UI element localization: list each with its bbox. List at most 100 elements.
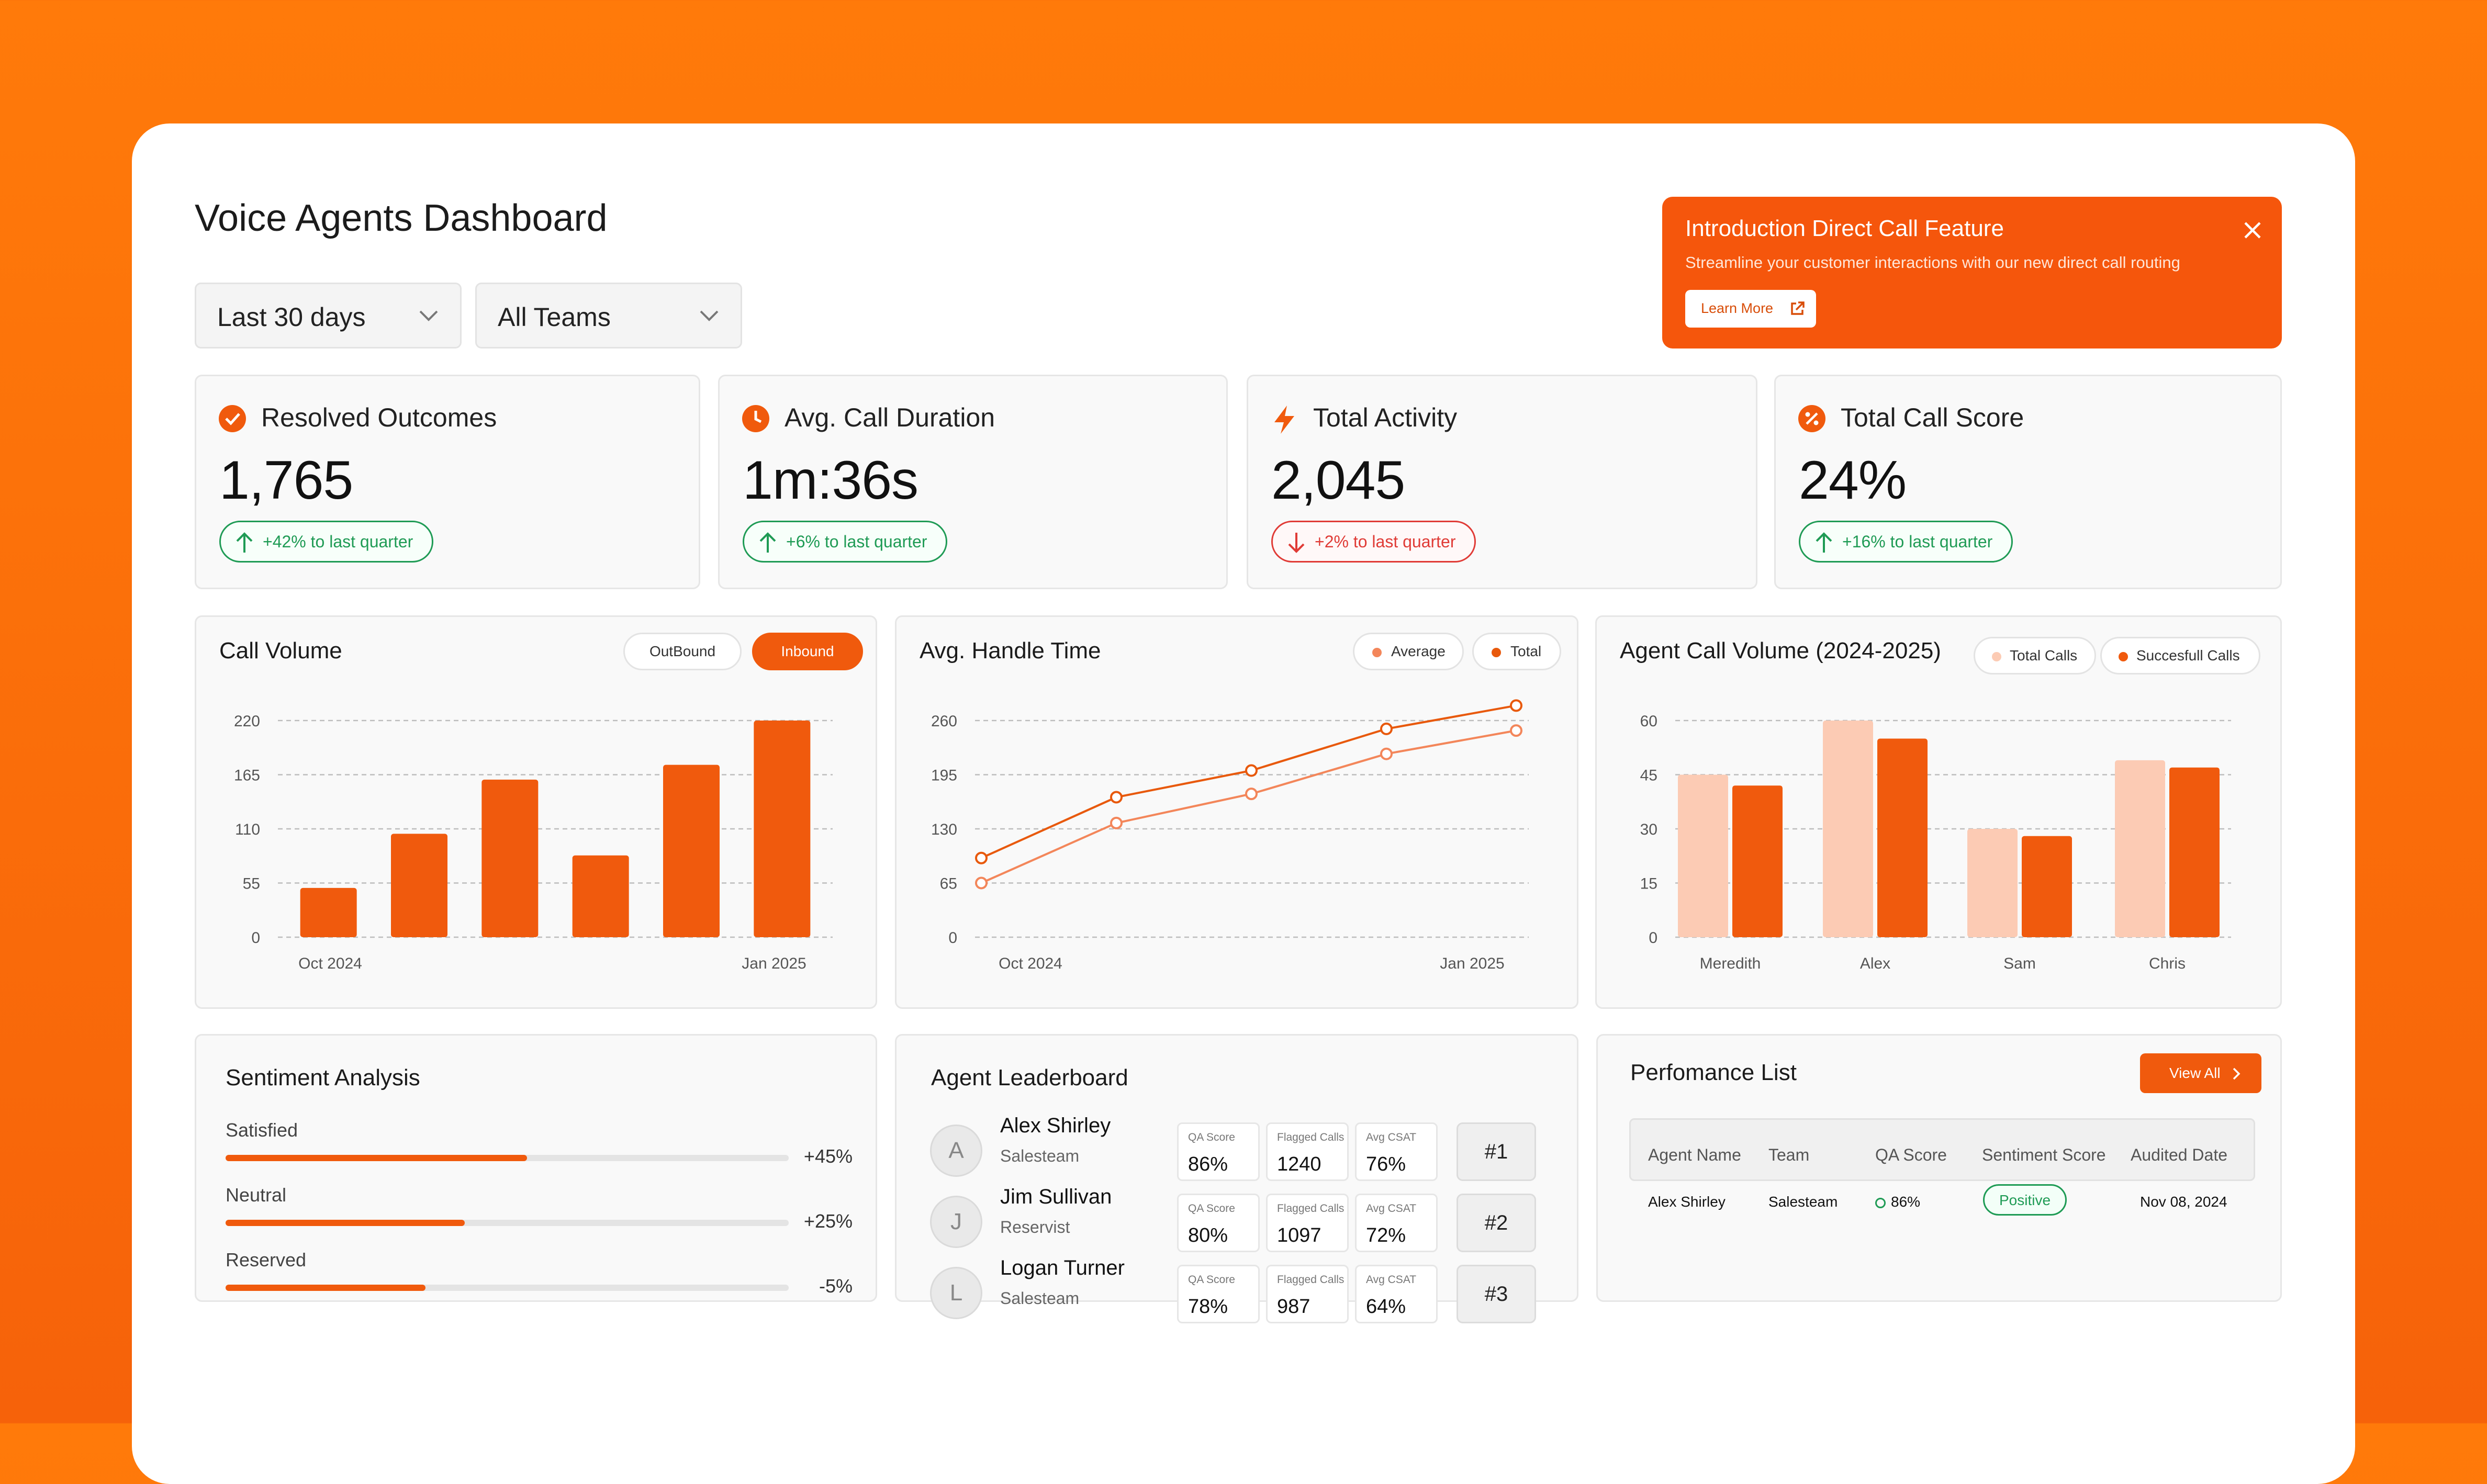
agent-name[interactable]: Jim Sullivan [1000, 1185, 1112, 1208]
flagged-calls-stat: Flagged Calls 987 [1266, 1265, 1349, 1323]
data-point [1245, 764, 1258, 777]
sentiment-bar-neutral [226, 1220, 789, 1226]
clock-icon [742, 405, 769, 432]
y-tick-label: 0 [1649, 929, 1657, 947]
data-point [1110, 791, 1123, 804]
kpi-value: 24% [1799, 450, 1907, 511]
column-header[interactable]: Audited Date [2131, 1145, 2228, 1164]
stat-value: 1240 [1277, 1153, 1321, 1175]
legend-total-calls[interactable]: Total Calls [1974, 637, 2096, 674]
performance-title: Perfomance List [1630, 1060, 1797, 1085]
call-volume-card: Call Volume OutBound Inbound 0 55 110 165 22… [195, 615, 877, 1009]
y-tick-label: 0 [251, 929, 260, 947]
cell-team: Salesteam [1768, 1194, 1838, 1210]
stat-value: 80% [1188, 1224, 1228, 1246]
date-range-value: Last 30 days [217, 302, 366, 332]
kpi-title: Total Call Score [1841, 403, 2024, 432]
data-point [1380, 747, 1393, 760]
legend-successful-calls[interactable]: Succesfull Calls [2100, 637, 2260, 674]
bar [2169, 767, 2220, 937]
stat-label: Avg CSAT [1366, 1131, 1417, 1143]
y-tick-label: 30 [1640, 821, 1657, 838]
percent-icon [1798, 405, 1825, 432]
series-line [981, 729, 1517, 884]
bar [1967, 829, 2018, 937]
kpi-card-avg-call-duration: Avg. Call Duration 1m:36s +6% to last qu… [718, 375, 1228, 589]
close-icon[interactable] [2243, 221, 2262, 240]
sentiment-title: Sentiment Analysis [226, 1065, 420, 1090]
legend-total[interactable]: Total [1472, 633, 1561, 670]
stat-label: Avg CSAT [1366, 1202, 1417, 1215]
x-tick-label: Chris [2149, 955, 2186, 972]
bar [1678, 774, 1728, 937]
stat-value: 1097 [1277, 1224, 1321, 1246]
bar [1823, 721, 1873, 937]
y-tick-label: 165 [234, 767, 260, 784]
kpi-change-text: +42% to last quarter [263, 532, 413, 551]
stat-value: 78% [1188, 1296, 1228, 1318]
team-select[interactable]: All Teams [475, 283, 742, 348]
arrow-down-icon [1288, 533, 1305, 553]
y-tick-label: 110 [235, 821, 260, 838]
outbound-toggle[interactable]: OutBound [623, 633, 742, 670]
y-tick-label: 55 [243, 875, 260, 893]
stat-label: QA Score [1188, 1131, 1235, 1143]
column-header[interactable]: Sentiment Score [1982, 1145, 2106, 1164]
view-all-button[interactable]: View All [2140, 1053, 2261, 1093]
x-tick-label: Oct 2024 [298, 955, 362, 972]
inbound-toggle[interactable]: Inbound [752, 633, 863, 670]
series-line [981, 704, 1517, 859]
kpi-value: 1m:36s [743, 450, 918, 511]
arrow-up-icon [1816, 532, 1832, 553]
call-volume-title: Call Volume [219, 638, 342, 664]
agent-name[interactable]: Logan Turner [1000, 1256, 1125, 1279]
stat-value: 86% [1188, 1153, 1228, 1175]
cell-agent-name[interactable]: Alex Shirley [1648, 1194, 1726, 1210]
data-point [1110, 816, 1123, 829]
stat-value: 987 [1277, 1296, 1310, 1318]
bar [2115, 760, 2165, 937]
y-tick-label: 60 [1640, 713, 1657, 730]
agent-team: Reservist [1000, 1218, 1070, 1236]
bar [1732, 785, 1783, 937]
handle-time-card: Avg. Handle Time Average Total 0 65 130 195… [895, 615, 1578, 1009]
learn-more-button[interactable]: Learn More [1685, 290, 1816, 328]
kpi-title: Resolved Outcomes [261, 403, 497, 432]
kpi-change-badge: +2% to last quarter [1271, 521, 1476, 563]
sentiment-fill [226, 1285, 425, 1291]
sentiment-bar-reserved [226, 1285, 789, 1291]
chevron-down-icon [700, 310, 719, 321]
avg-csat-stat: Avg CSAT 76% [1355, 1122, 1438, 1181]
flagged-calls-stat: Flagged Calls 1240 [1266, 1122, 1349, 1181]
bar [1877, 738, 1928, 937]
bar [572, 855, 629, 937]
stat-value: 76% [1366, 1153, 1406, 1175]
y-tick-label: 195 [931, 767, 957, 784]
data-point [1380, 722, 1393, 735]
learn-more-label: Learn More [1701, 300, 1774, 316]
leaderboard-card: Agent Leaderboard A Alex Shirley Saleste… [895, 1034, 1578, 1323]
agent-name[interactable]: Alex Shirley [1000, 1114, 1111, 1137]
feature-banner: Introduction Direct Call Feature Streaml… [1662, 197, 2282, 348]
y-tick-label: 15 [1640, 875, 1657, 893]
bar [481, 779, 539, 937]
x-tick-label: Meredith [1700, 955, 1761, 972]
column-header[interactable]: Agent Name [1648, 1145, 1741, 1164]
stat-value: 72% [1366, 1224, 1406, 1246]
agent-team: Salesteam [1000, 1289, 1080, 1308]
data-point [975, 851, 988, 864]
column-header[interactable]: Team [1768, 1145, 1810, 1164]
sentiment-value-neutral: +25% [803, 1210, 853, 1232]
data-point [1510, 699, 1522, 712]
bar [391, 834, 447, 937]
sentiment-label-neutral: Neutral [226, 1184, 287, 1206]
date-range-select[interactable]: Last 30 days [195, 283, 462, 348]
arrow-up-icon [759, 532, 776, 553]
sentiment-label-reserved: Reserved [226, 1249, 307, 1271]
legend-average[interactable]: Average [1353, 633, 1464, 670]
legend-label: Total Calls [2010, 647, 2078, 664]
kpi-change-badge: +6% to last quarter [743, 521, 948, 563]
column-header[interactable]: QA Score [1875, 1145, 1947, 1164]
legend-dot [1992, 652, 2001, 661]
sentiment-bar-satisfied [226, 1155, 789, 1161]
